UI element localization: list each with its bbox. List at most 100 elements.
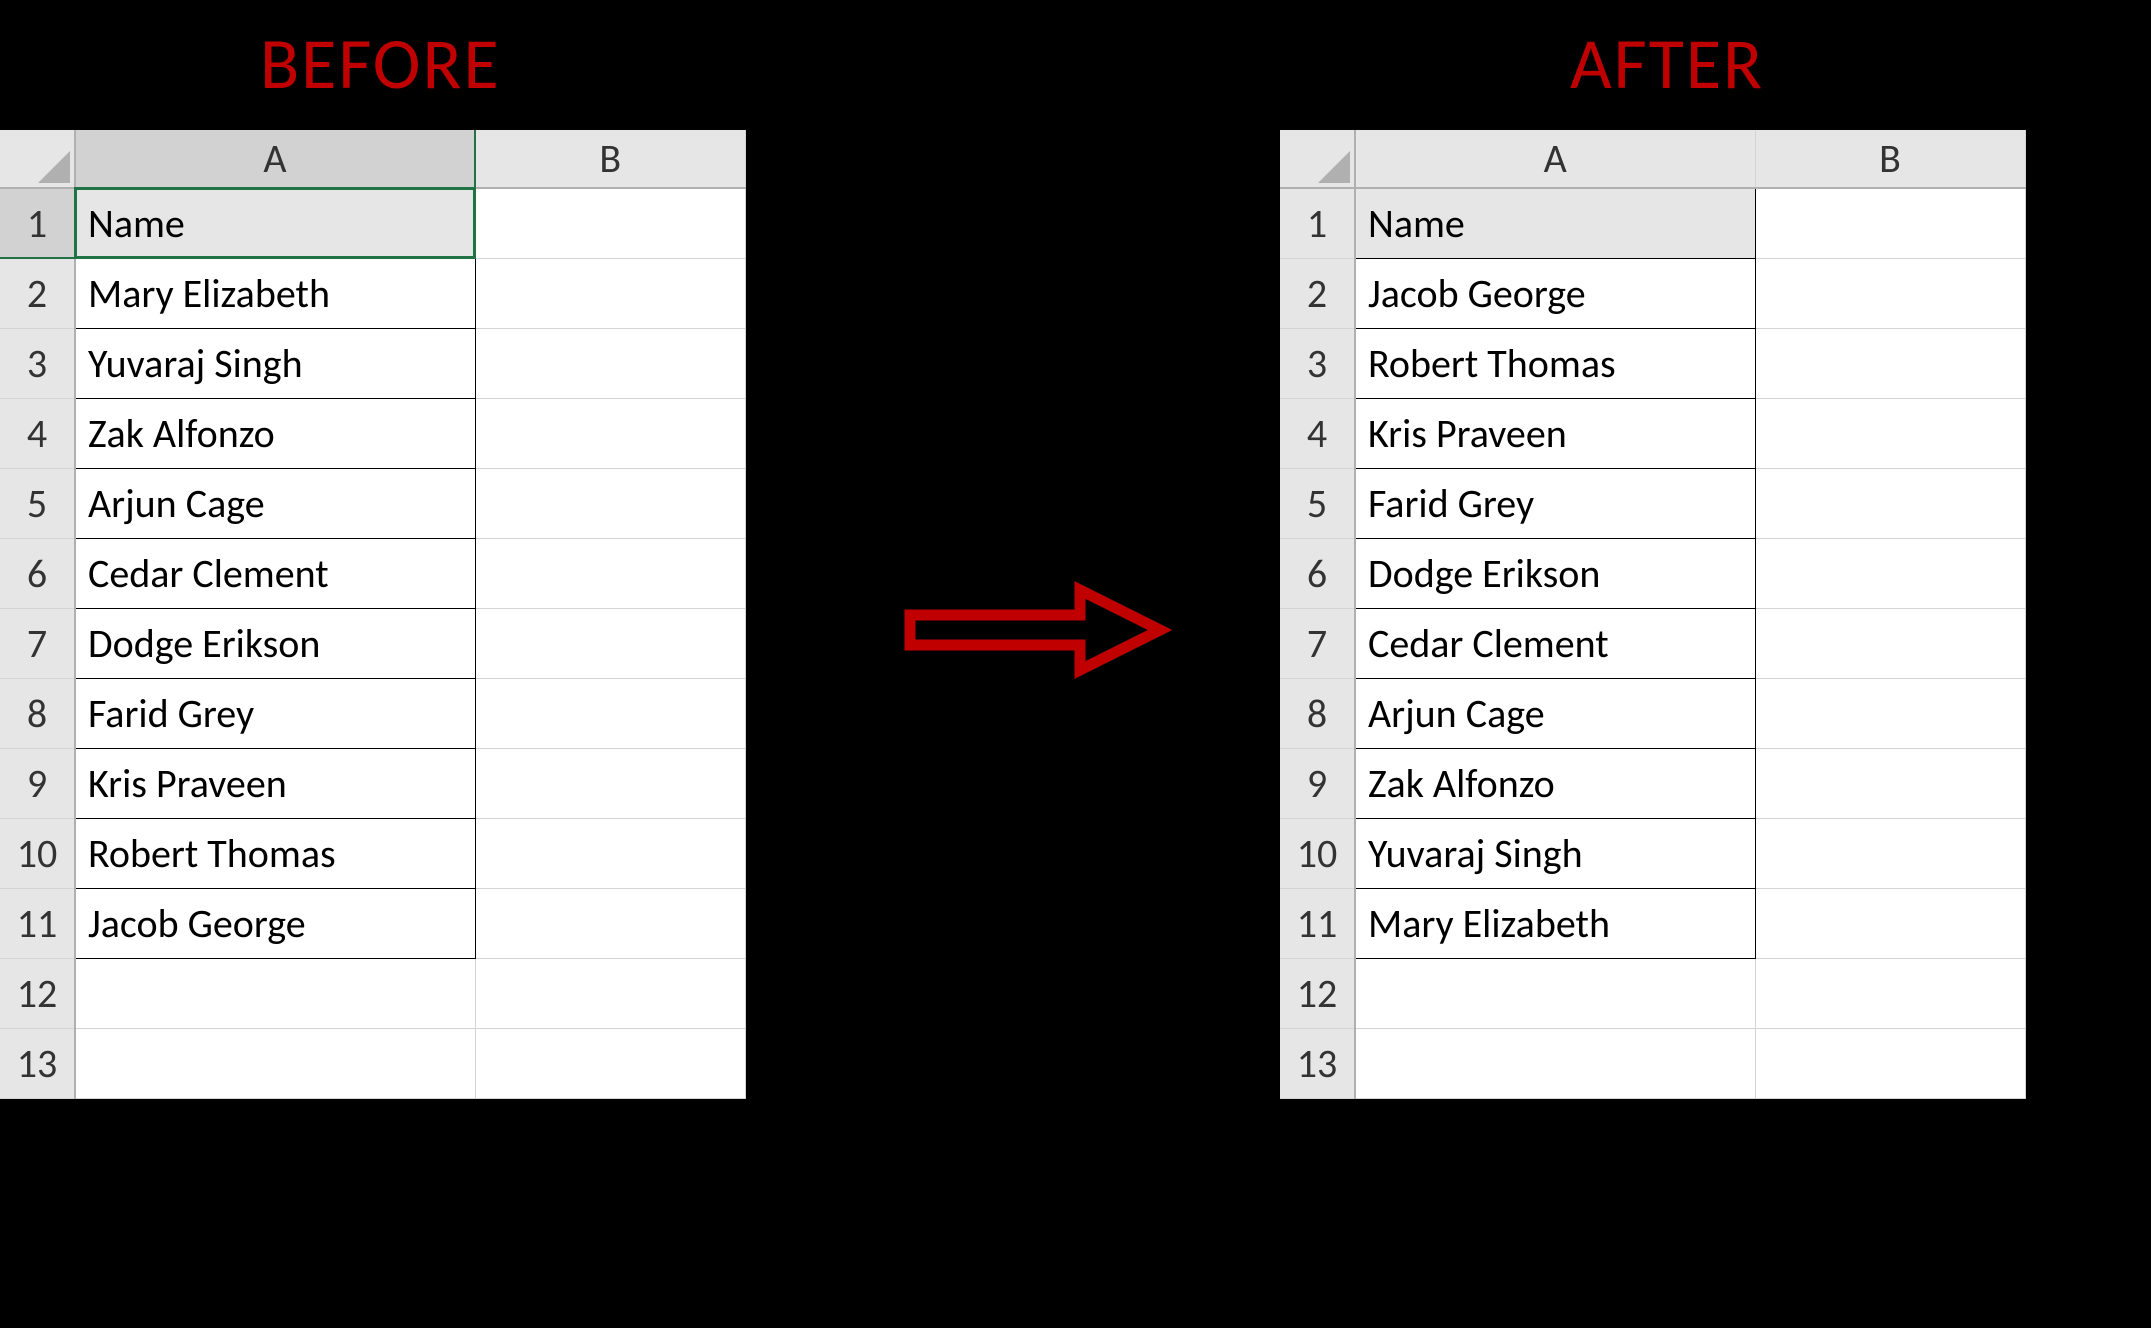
cell-a8[interactable]: Farid Grey — [75, 678, 475, 748]
cell-a6[interactable]: Dodge Erikson — [1355, 538, 1755, 608]
cell-a7[interactable]: Cedar Clement — [1355, 608, 1755, 678]
cell-a8[interactable]: Arjun Cage — [1355, 678, 1755, 748]
cell-a11[interactable]: Mary Elizabeth — [1355, 888, 1755, 958]
cell-a5[interactable]: Arjun Cage — [75, 468, 475, 538]
cell-a5[interactable]: Farid Grey — [1355, 468, 1755, 538]
cell-b3[interactable] — [475, 328, 745, 398]
table-row: 5 Farid Grey — [1280, 468, 2025, 538]
cell-a4[interactable]: Zak Alfonzo — [75, 398, 475, 468]
cell-b6[interactable] — [1755, 538, 2025, 608]
cell-a4[interactable]: Kris Praveen — [1355, 398, 1755, 468]
cell-a2[interactable]: Jacob George — [1355, 258, 1755, 328]
cell-b2[interactable] — [1755, 258, 2025, 328]
cell-a3[interactable]: Yuvaraj Singh — [75, 328, 475, 398]
cell-a9[interactable]: Zak Alfonzo — [1355, 748, 1755, 818]
select-all-corner[interactable] — [0, 130, 75, 188]
row-header-12[interactable]: 12 — [1280, 958, 1355, 1028]
row-header-4[interactable]: 4 — [1280, 398, 1355, 468]
cell-a13[interactable] — [75, 1028, 475, 1098]
column-header-b[interactable]: B — [475, 130, 745, 188]
column-header-row: A B — [0, 130, 745, 188]
cell-b11[interactable] — [1755, 888, 2025, 958]
column-header-a[interactable]: A — [75, 130, 475, 188]
cell-b7[interactable] — [1755, 608, 2025, 678]
cell-b12[interactable] — [475, 958, 745, 1028]
row-header-5[interactable]: 5 — [0, 468, 75, 538]
table-row: 11 Jacob George — [0, 888, 745, 958]
table-row: 2 Mary Elizabeth — [0, 258, 745, 328]
row-header-2[interactable]: 2 — [0, 258, 75, 328]
table-row: 7 Cedar Clement — [1280, 608, 2025, 678]
cell-b11[interactable] — [475, 888, 745, 958]
cell-b8[interactable] — [1755, 678, 2025, 748]
cell-b4[interactable] — [1755, 398, 2025, 468]
after-title: AFTER — [1570, 20, 1764, 108]
row-header-4[interactable]: 4 — [0, 398, 75, 468]
cell-b5[interactable] — [1755, 468, 2025, 538]
cell-b9[interactable] — [1755, 748, 2025, 818]
cell-a11[interactable]: Jacob George — [75, 888, 475, 958]
cell-b10[interactable] — [1755, 818, 2025, 888]
row-header-3[interactable]: 3 — [0, 328, 75, 398]
row-header-7[interactable]: 7 — [1280, 608, 1355, 678]
cell-b7[interactable] — [475, 608, 745, 678]
row-header-10[interactable]: 10 — [1280, 818, 1355, 888]
cell-a7[interactable]: Dodge Erikson — [75, 608, 475, 678]
cell-a12[interactable] — [75, 958, 475, 1028]
cell-a10[interactable]: Robert Thomas — [75, 818, 475, 888]
table-row: 8 Arjun Cage — [1280, 678, 2025, 748]
cell-b2[interactable] — [475, 258, 745, 328]
cell-a9[interactable]: Kris Praveen — [75, 748, 475, 818]
table-row: 1 Name — [1280, 188, 2025, 258]
cell-b4[interactable] — [475, 398, 745, 468]
cell-a10[interactable]: Yuvaraj Singh — [1355, 818, 1755, 888]
table-row: 7 Dodge Erikson — [0, 608, 745, 678]
row-header-12[interactable]: 12 — [0, 958, 75, 1028]
row-header-2[interactable]: 2 — [1280, 258, 1355, 328]
row-header-11[interactable]: 11 — [0, 888, 75, 958]
after-spreadsheet: A B 1 Name 2 Jacob George 3 Robert Thoma… — [1280, 130, 2026, 1099]
column-header-row: A B — [1280, 130, 2025, 188]
cell-b13[interactable] — [475, 1028, 745, 1098]
cell-b9[interactable] — [475, 748, 745, 818]
column-header-b[interactable]: B — [1755, 130, 2025, 188]
cell-b13[interactable] — [1755, 1028, 2025, 1098]
row-header-5[interactable]: 5 — [1280, 468, 1355, 538]
before-title: BEFORE — [260, 20, 501, 108]
select-all-corner[interactable] — [1280, 130, 1355, 188]
row-header-10[interactable]: 10 — [0, 818, 75, 888]
cell-a2[interactable]: Mary Elizabeth — [75, 258, 475, 328]
row-header-9[interactable]: 9 — [1280, 748, 1355, 818]
table-row: 5 Arjun Cage — [0, 468, 745, 538]
cell-b10[interactable] — [475, 818, 745, 888]
cell-b6[interactable] — [475, 538, 745, 608]
cell-b1[interactable] — [1755, 188, 2025, 258]
cell-b3[interactable] — [1755, 328, 2025, 398]
row-header-6[interactable]: 6 — [0, 538, 75, 608]
row-header-8[interactable]: 8 — [0, 678, 75, 748]
after-grid: A B 1 Name 2 Jacob George 3 Robert Thoma… — [1280, 130, 2026, 1099]
cell-a13[interactable] — [1355, 1028, 1755, 1098]
row-header-11[interactable]: 11 — [1280, 888, 1355, 958]
cell-b8[interactable] — [475, 678, 745, 748]
cell-a3[interactable]: Robert Thomas — [1355, 328, 1755, 398]
cell-b12[interactable] — [1755, 958, 2025, 1028]
cell-a6[interactable]: Cedar Clement — [75, 538, 475, 608]
cell-b1[interactable] — [475, 188, 745, 258]
cell-a1[interactable]: Name — [1355, 188, 1755, 258]
cell-a12[interactable] — [1355, 958, 1755, 1028]
row-header-1[interactable]: 1 — [0, 188, 75, 258]
row-header-8[interactable]: 8 — [1280, 678, 1355, 748]
row-header-3[interactable]: 3 — [1280, 328, 1355, 398]
row-header-1[interactable]: 1 — [1280, 188, 1355, 258]
cell-b5[interactable] — [475, 468, 745, 538]
cell-a1[interactable]: Name — [75, 188, 475, 258]
row-header-13[interactable]: 13 — [1280, 1028, 1355, 1098]
row-header-6[interactable]: 6 — [1280, 538, 1355, 608]
row-header-9[interactable]: 9 — [0, 748, 75, 818]
table-row: 2 Jacob George — [1280, 258, 2025, 328]
row-header-13[interactable]: 13 — [0, 1028, 75, 1098]
table-row: 1 Name — [0, 188, 745, 258]
row-header-7[interactable]: 7 — [0, 608, 75, 678]
column-header-a[interactable]: A — [1355, 130, 1755, 188]
